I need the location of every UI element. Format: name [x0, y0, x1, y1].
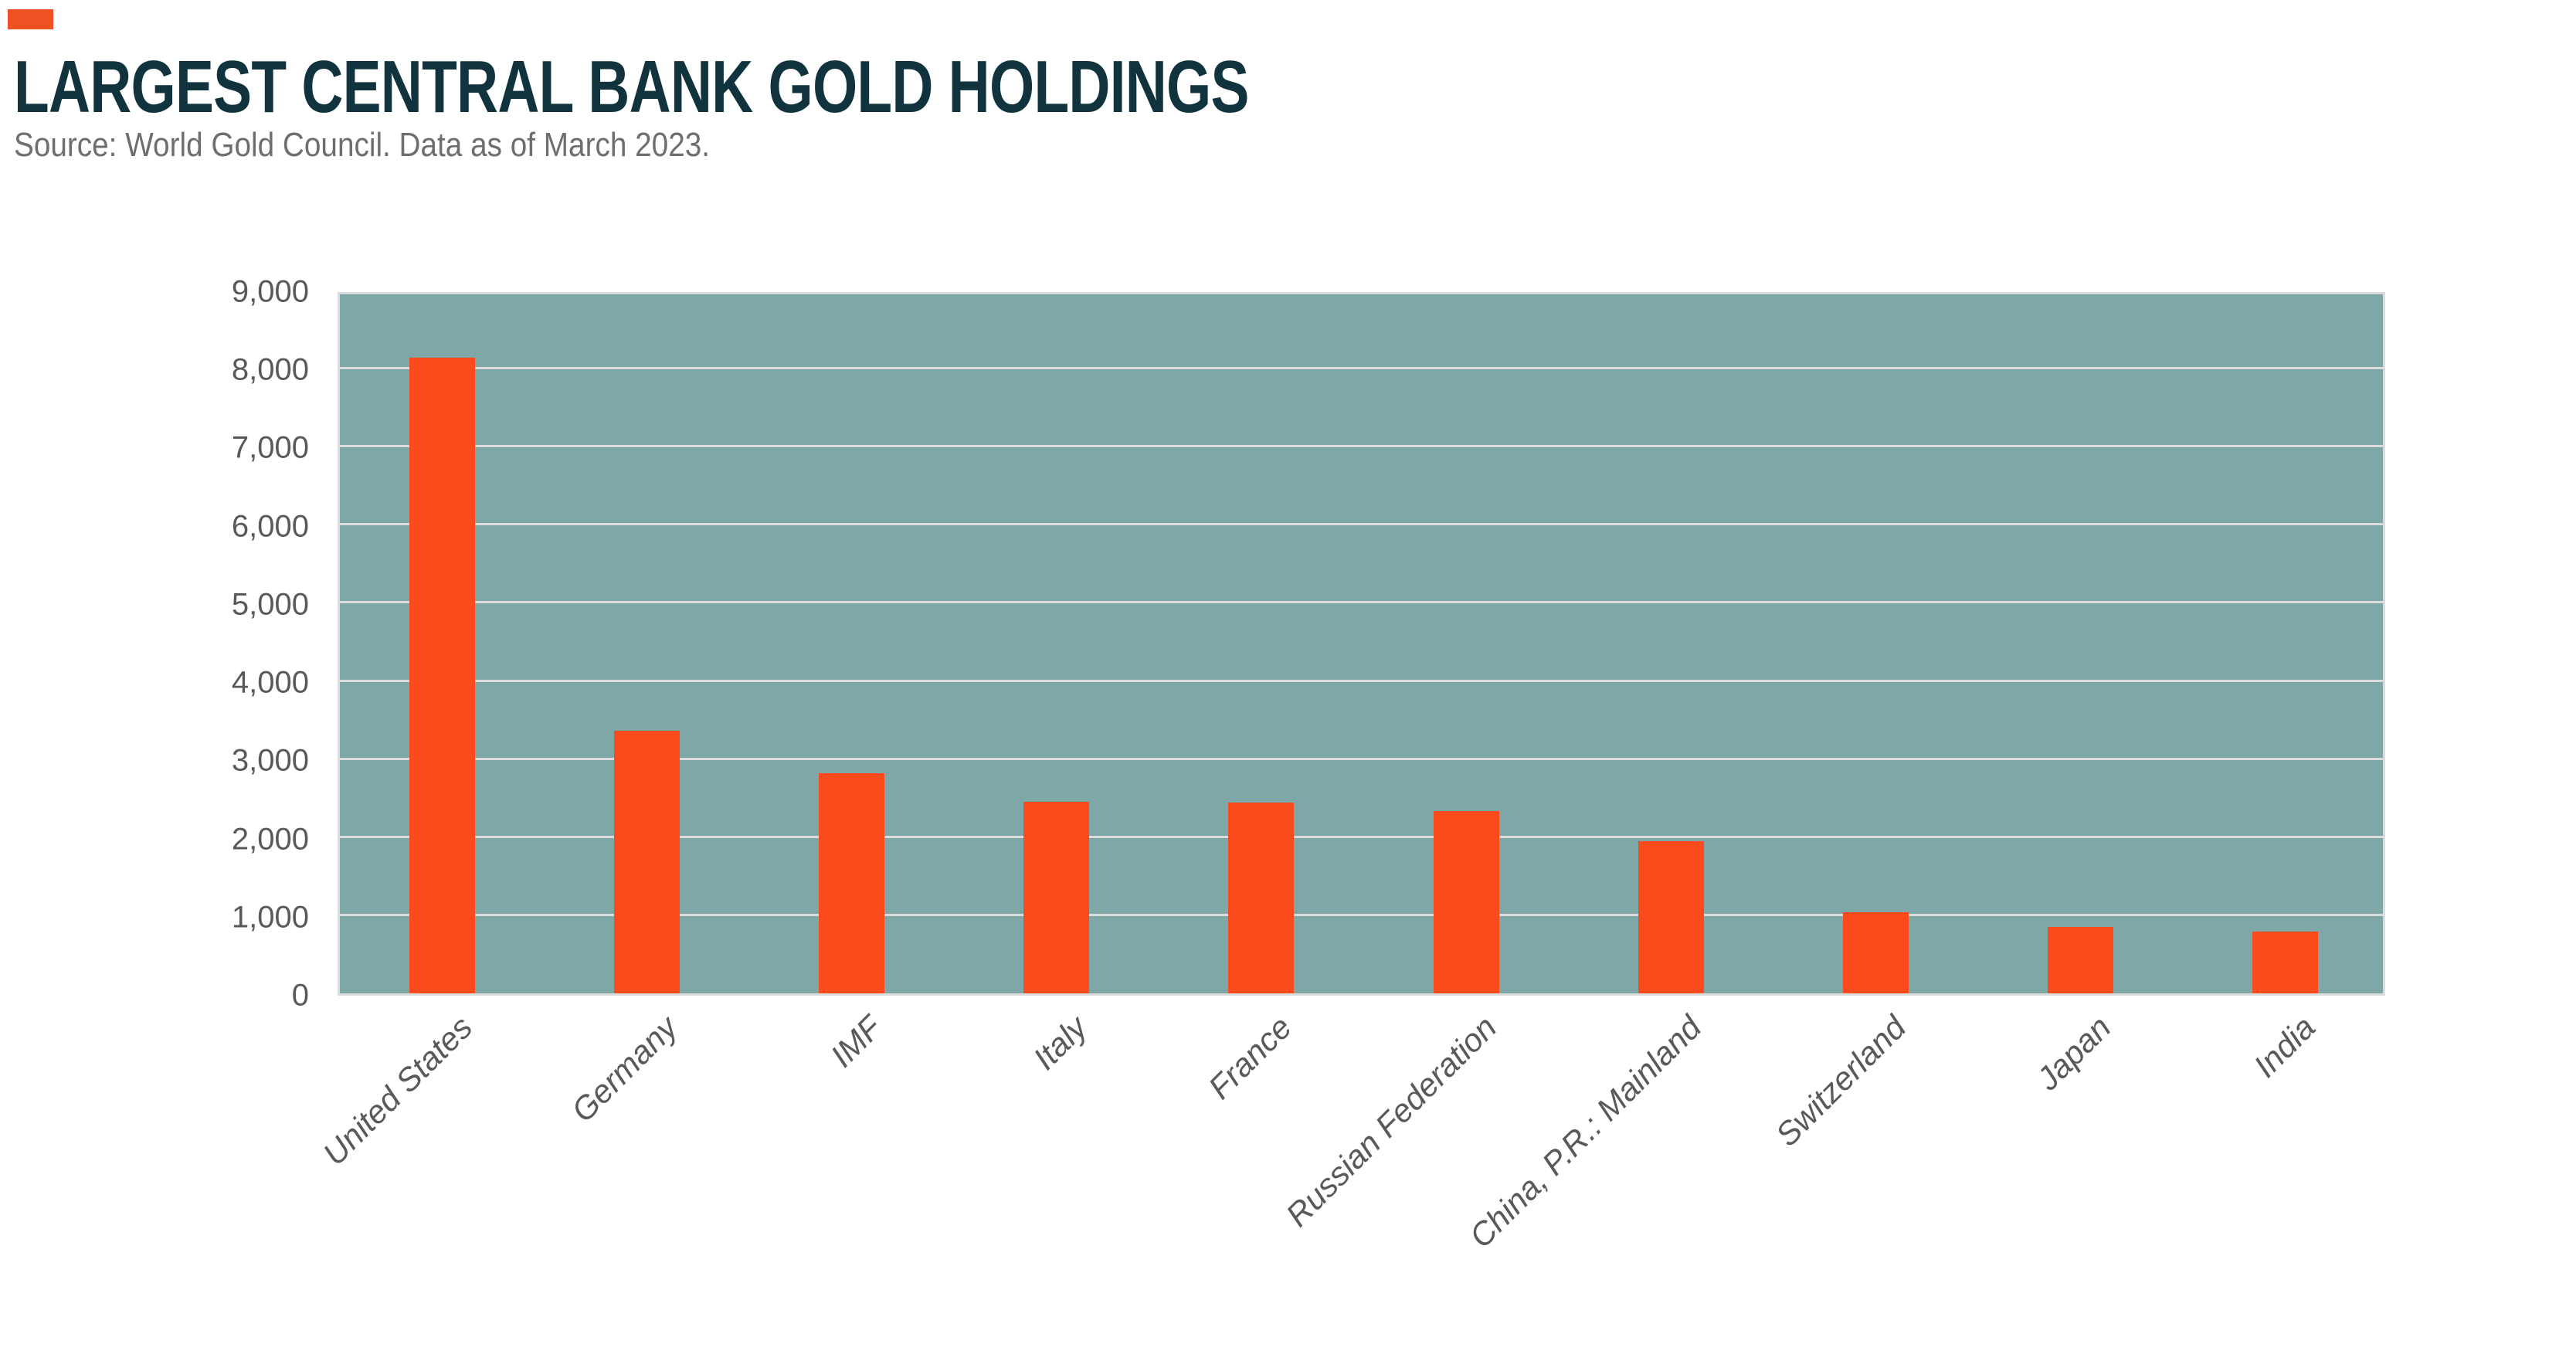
gridline-8,000 — [340, 366, 2383, 369]
x-label-japan: Japan — [2029, 1009, 2118, 1098]
y-tick-label-8,000: 8,000 — [231, 352, 309, 387]
brand-accent-bar — [8, 9, 53, 29]
bar-france — [1228, 803, 1295, 993]
gridline-7,000 — [340, 444, 2383, 447]
y-tick-label-4,000: 4,000 — [231, 665, 309, 700]
bar-chart-plot-area — [338, 292, 2385, 996]
y-tick-label-0: 0 — [291, 978, 309, 1013]
y-tick-label-1,000: 1,000 — [231, 900, 309, 935]
gridline-2,000 — [340, 836, 2383, 839]
y-tick-label-7,000: 7,000 — [231, 430, 309, 465]
x-label-italy: Italy — [1026, 1009, 1095, 1077]
x-label-switzerland: Switzerland — [1768, 1009, 1913, 1153]
y-tick-label-2,000: 2,000 — [231, 822, 309, 857]
bar-imf — [819, 773, 885, 993]
bar-russian-federation — [1433, 811, 1499, 993]
gridline-5,000 — [340, 601, 2383, 604]
x-label-china-p-r-mainland: China, P.R.: Mainland — [1462, 1009, 1709, 1255]
bar-india — [2252, 931, 2318, 993]
y-tick-label-5,000: 5,000 — [231, 587, 309, 622]
bar-united-states — [409, 357, 476, 993]
x-label-imf: IMF — [823, 1009, 889, 1074]
bar-germany — [614, 731, 680, 993]
y-tick-label-9,000: 9,000 — [231, 274, 309, 309]
gridline-3,000 — [340, 757, 2383, 760]
bar-switzerland — [1842, 911, 1909, 993]
bar-china-p-r-mainland — [1638, 840, 1704, 993]
x-label-india: India — [2247, 1009, 2323, 1085]
y-tick-label-3,000: 3,000 — [231, 743, 309, 778]
source-caption: Source: World Gold Council. Data as of M… — [14, 126, 711, 164]
y-tick-label-6,000: 6,000 — [231, 509, 309, 544]
x-label-germany: Germany — [564, 1009, 684, 1129]
gridline-4,000 — [340, 679, 2383, 682]
gridline-6,000 — [340, 523, 2383, 526]
bar-japan — [2047, 927, 2113, 993]
bar-italy — [1023, 801, 1090, 993]
x-label-france: France — [1201, 1009, 1299, 1106]
gridline-1,000 — [340, 914, 2383, 917]
x-label-russian-federation: Russian Federation — [1278, 1009, 1504, 1234]
page-title: LARGEST CENTRAL BANK GOLD HOLDINGS — [14, 46, 1249, 128]
x-label-united-states: United States — [316, 1009, 480, 1173]
